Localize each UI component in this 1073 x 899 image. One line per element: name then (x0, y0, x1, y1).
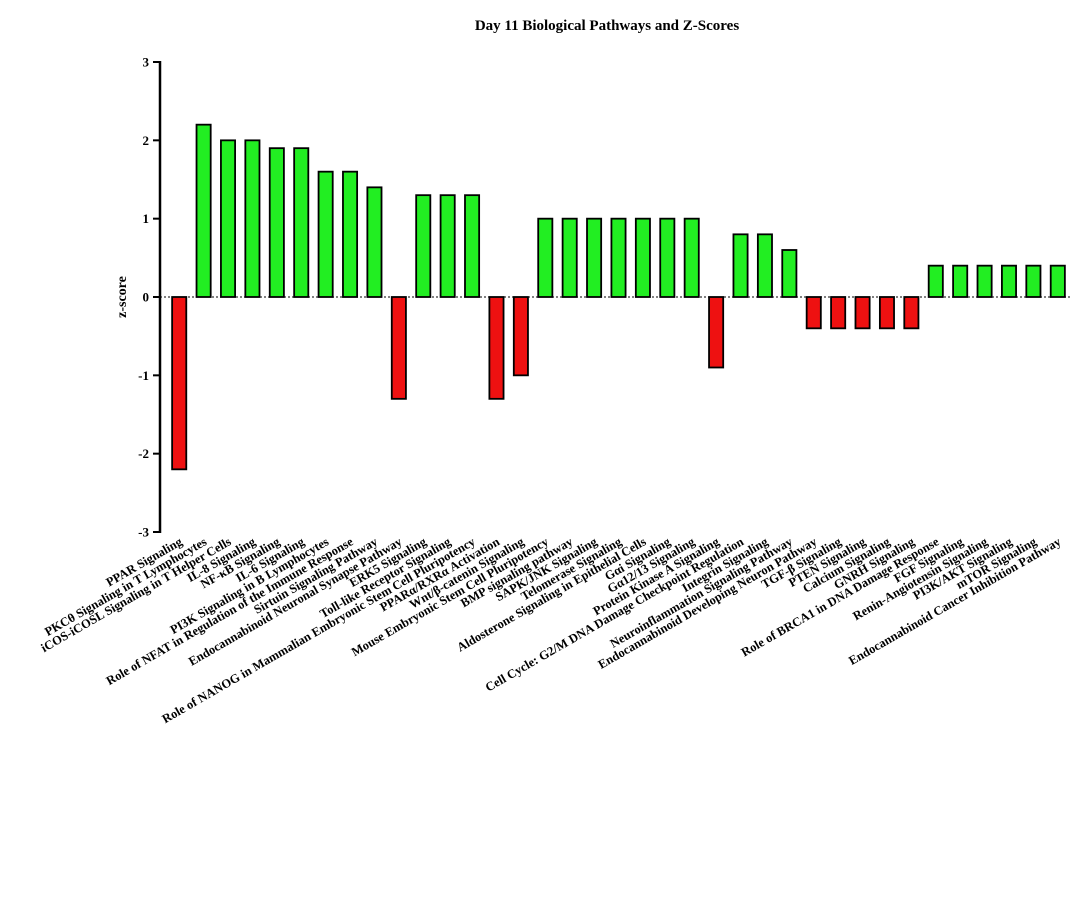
bar (171, 296, 188, 471)
bar (464, 194, 481, 298)
bar (854, 296, 871, 330)
bar (561, 217, 578, 298)
bar (342, 170, 359, 298)
bar (1025, 264, 1042, 298)
bar (927, 264, 944, 298)
bar (756, 233, 773, 298)
bar (317, 170, 334, 298)
bar (537, 217, 554, 298)
y-tick-label: 0 (143, 290, 150, 305)
bar (781, 249, 798, 298)
bar (830, 296, 847, 330)
y-tick-label: -1 (138, 368, 149, 383)
bar (220, 139, 236, 298)
bar (903, 296, 920, 330)
bar (805, 296, 822, 330)
bar (366, 186, 383, 298)
bar (1001, 264, 1017, 298)
bar (708, 296, 725, 369)
bar (439, 194, 456, 298)
y-tick-label: 2 (143, 133, 150, 148)
bar (488, 296, 505, 400)
chart-title: Day 11 Biological Pathways and Z-Scores (475, 18, 739, 34)
y-tick-label: -2 (138, 446, 149, 461)
bar (634, 217, 651, 298)
bar (878, 296, 895, 330)
y-axis-ticks: -3 -2 -1 0 1 2 3 (138, 55, 160, 540)
bar (244, 139, 261, 298)
bars (171, 123, 1066, 471)
bar (390, 296, 407, 400)
bar (683, 217, 700, 298)
x-tick-label: iCOS-iCOSL Signaling in T Helper Cells (39, 534, 234, 655)
bar (195, 123, 212, 298)
y-axis-label: z-score (115, 276, 130, 318)
bar (512, 296, 529, 377)
bar (268, 147, 285, 298)
bar (976, 264, 993, 298)
bar (586, 217, 603, 298)
bar (415, 194, 432, 298)
bar (952, 264, 969, 298)
y-tick-label: -3 (138, 525, 149, 540)
y-tick-label: 3 (143, 55, 150, 70)
bar (732, 233, 749, 298)
bar (293, 147, 310, 298)
bar (610, 217, 627, 298)
bar (659, 217, 676, 298)
bar (1049, 264, 1066, 298)
y-tick-label: 1 (143, 211, 150, 226)
